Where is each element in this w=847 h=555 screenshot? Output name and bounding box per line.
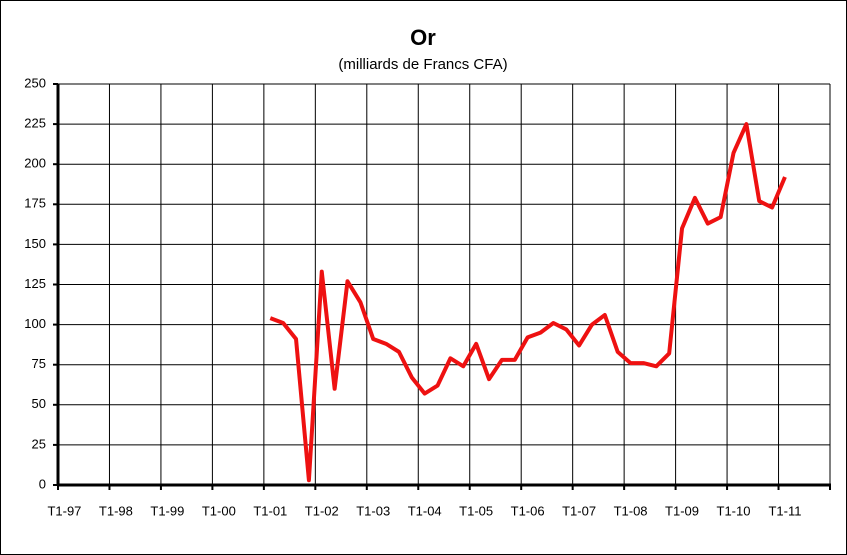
chart-subtitle: (milliards de Francs CFA): [338, 56, 507, 73]
x-tick-label: T1-09: [665, 503, 699, 518]
x-tick-label: T1-01: [253, 503, 287, 518]
x-tick-label: T1-04: [408, 503, 442, 518]
x-tick-label: T1-97: [47, 503, 81, 518]
x-tick-label: T1-10: [717, 503, 751, 518]
y-tick-label: 200: [24, 156, 46, 171]
x-tick-label: T1-05: [459, 503, 493, 518]
y-tick-label: 100: [24, 316, 46, 331]
x-tick-label: T1-02: [305, 503, 339, 518]
x-tick-label: T1-06: [511, 503, 545, 518]
y-tick-label: 50: [32, 396, 46, 411]
y-tick-label: 250: [24, 75, 46, 90]
y-tick-label: 75: [32, 356, 46, 371]
y-tick-label: 0: [39, 476, 46, 491]
x-tick-label: T1-07: [562, 503, 596, 518]
y-tick-label: 25: [32, 436, 46, 451]
x-tick-label: T1-99: [150, 503, 184, 518]
y-tick-label: 175: [24, 196, 46, 211]
x-tick-label: T1-00: [202, 503, 236, 518]
y-tick-label: 125: [24, 276, 46, 291]
x-tick-label: T1-11: [768, 503, 801, 518]
chart-title: Or: [410, 25, 436, 50]
data-line: [269, 122, 787, 483]
x-tick-label: T1-98: [99, 503, 133, 518]
y-tick-label: 150: [24, 236, 46, 251]
x-tick-label: T1-03: [356, 503, 390, 518]
x-tick-label: T1-08: [614, 503, 648, 518]
y-tick-label: 225: [24, 116, 46, 131]
